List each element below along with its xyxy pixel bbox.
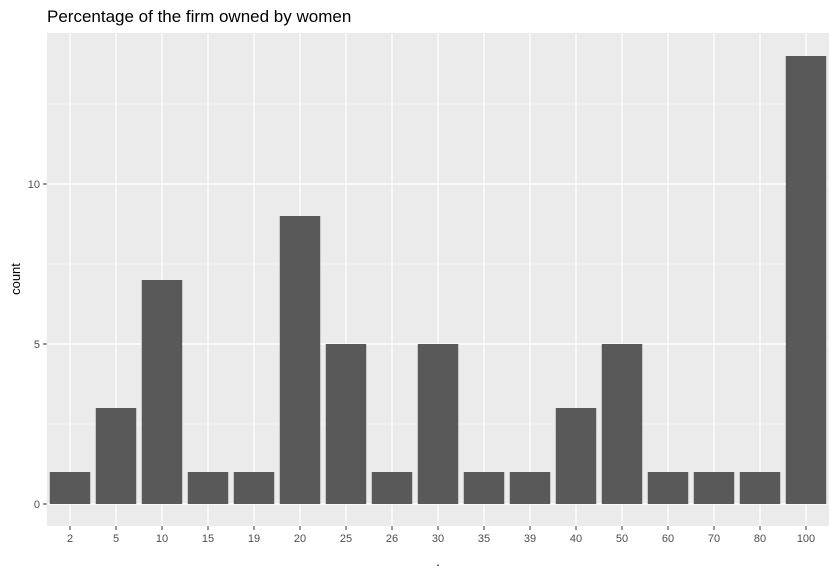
x-tick-label: 5 bbox=[113, 533, 119, 545]
bar-50 bbox=[601, 344, 643, 504]
x-tick-label: 50 bbox=[616, 533, 628, 545]
bar-30 bbox=[417, 344, 459, 504]
bar-60 bbox=[647, 472, 689, 504]
bar-40 bbox=[555, 408, 597, 504]
x-tick-label: 20 bbox=[294, 533, 306, 545]
x-tick-label: 100 bbox=[797, 533, 815, 545]
chart-title: Percentage of the firm owned by women bbox=[47, 7, 351, 26]
x-tick-label: 2 bbox=[67, 533, 73, 545]
x-tick-label: 10 bbox=[156, 533, 168, 545]
x-axis-ticks: 2 5 10 15 19 20 25 26 30 35 39 40 50 60 70 80 100 bbox=[67, 526, 815, 545]
x-tick-label: 19 bbox=[248, 533, 260, 545]
x-tick-label: 60 bbox=[662, 533, 674, 545]
y-axis-title: count bbox=[8, 263, 23, 295]
bars bbox=[49, 56, 827, 504]
x-axis-title: . bbox=[436, 554, 440, 569]
x-tick-label: 15 bbox=[202, 533, 214, 545]
y-tick-label: 5 bbox=[34, 339, 40, 351]
x-tick-label: 40 bbox=[570, 533, 582, 545]
bar-80 bbox=[739, 472, 781, 504]
x-tick-label: 35 bbox=[478, 533, 490, 545]
bar-39 bbox=[509, 472, 551, 504]
bar-25 bbox=[325, 344, 367, 504]
x-tick-label: 39 bbox=[524, 533, 536, 545]
x-tick-label: 70 bbox=[708, 533, 720, 545]
y-axis-ticks: 0 5 10 bbox=[28, 179, 47, 511]
bar-20 bbox=[279, 216, 321, 504]
x-tick-label: 25 bbox=[340, 533, 352, 545]
bar-10 bbox=[141, 280, 183, 504]
bar-35 bbox=[463, 472, 505, 504]
bar-5 bbox=[95, 408, 137, 504]
bar-15 bbox=[187, 472, 229, 504]
y-tick-label: 0 bbox=[34, 499, 40, 511]
x-tick-label: 80 bbox=[754, 533, 766, 545]
bar-70 bbox=[693, 472, 735, 504]
bar-100 bbox=[785, 56, 827, 504]
bar-19 bbox=[233, 472, 275, 504]
x-tick-label: 26 bbox=[386, 533, 398, 545]
y-tick-label: 10 bbox=[28, 179, 40, 191]
x-tick-label: 30 bbox=[432, 533, 444, 545]
bar-26 bbox=[371, 472, 413, 504]
bar-2 bbox=[49, 472, 91, 504]
